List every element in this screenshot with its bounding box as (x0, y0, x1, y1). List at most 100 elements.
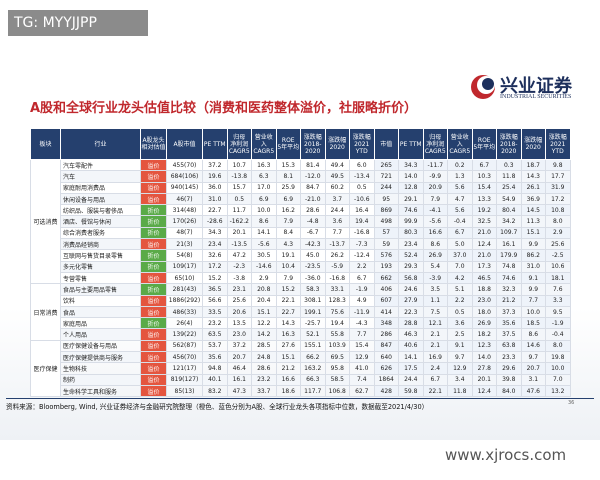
column-header: 涨跌幅 2018- 2020 (496, 128, 522, 160)
cell: 56.8 (398, 271, 424, 285)
cell: 16.3 (275, 328, 301, 341)
cell: 109.7 (496, 226, 522, 240)
cell: 99.9 (398, 215, 424, 228)
cell: 3.1 (520, 373, 546, 386)
cell: 74.6 (398, 204, 424, 217)
cell: 7.0 (447, 260, 473, 273)
cell: 20.7 (226, 351, 252, 364)
cell: 46.4 (226, 362, 252, 375)
cell: 18.1 (545, 271, 571, 285)
cell: 244 (373, 181, 399, 194)
cell: 23.3 (496, 351, 522, 364)
cell: 84.0 (496, 384, 522, 398)
cell: 14.3 (275, 317, 301, 330)
cell: 84.7 (300, 181, 326, 194)
cell: 7.7 (349, 328, 375, 341)
cell: -0.4 (447, 215, 473, 228)
column-header: 涨跌幅 2020 (324, 128, 350, 160)
column-header: 涨跌幅 2018- 2020 (300, 128, 326, 160)
cell: 33.7 (251, 384, 277, 398)
cell: 83.2 (202, 384, 228, 398)
cell: -13.8 (226, 170, 252, 183)
cell: 662 (373, 271, 399, 285)
cell: 117.7 (300, 384, 326, 398)
cell: 59 (373, 238, 399, 251)
cell: 63.5 (202, 328, 228, 341)
industry-cell: 酒店、餐馆与休闲 (60, 215, 141, 228)
cell: 26(4) (166, 317, 203, 330)
cell: 5.1 (447, 283, 473, 296)
cell: 15.7 (226, 181, 252, 194)
column-header: 板块 (30, 128, 61, 160)
cell: 14.5 (520, 204, 546, 217)
cell: 66.3 (300, 373, 326, 386)
cell: 15.4 (471, 181, 497, 194)
cell: 2.2 (349, 260, 375, 273)
valuation-tag: 溢价 (140, 271, 167, 285)
group-cell: 可选消费 (30, 158, 61, 285)
cell: 22.1 (422, 384, 448, 398)
table-row: 日常消费 食品与主要用品零售 折价 281(43) 36.5 23.1 20.8 15.2 58… (30, 283, 571, 341)
cell: -2.3 (226, 260, 252, 273)
logo: 兴业证券 INDUSTRIAL SECURITIES (470, 72, 595, 106)
cell: 9.7 (447, 351, 473, 364)
industry-cell: 生物科技 (60, 362, 141, 375)
cell: 16.6 (422, 226, 448, 240)
industry-cell: 饮料 (60, 294, 141, 307)
cell: 7.7 (520, 294, 546, 307)
cell: -3.9 (422, 271, 448, 285)
cell: 455(70) (166, 158, 203, 172)
cell: 10.0 (520, 305, 546, 319)
cell: 25.9 (275, 181, 301, 194)
cell: 85(13) (166, 384, 203, 398)
cell: 32.3 (496, 283, 522, 296)
cell: 12.8 (398, 181, 424, 194)
valuation-tag: 折价 (140, 226, 167, 240)
cell: 8.1 (275, 170, 301, 183)
cell: 23.2 (202, 317, 228, 330)
valuation-tag: 折价 (140, 260, 167, 273)
cell: 11.8 (496, 170, 522, 183)
cell: 5.4 (422, 260, 448, 273)
cell: 21.2 (496, 294, 522, 307)
cell: 26.9 (471, 317, 497, 330)
cell: 14.1 (251, 226, 277, 240)
cell: 58.3 (300, 283, 326, 296)
cell: 16.3 (251, 158, 277, 172)
table-row: 家庭用品 折价 26(4) 23.2 13.5 12.2 14.3 -25.7 19.4 -4.3… (31, 317, 571, 330)
cell: 29.3 (398, 260, 424, 273)
cell: 57 (373, 226, 399, 240)
cell: 47.3 (226, 384, 252, 398)
cell: 19.6 (202, 170, 228, 183)
cell: 33.1 (324, 283, 350, 296)
cell: 58.5 (324, 373, 350, 386)
cell: 95 (373, 192, 399, 206)
industry-cell: 休闲设备与用品 (60, 192, 141, 206)
cell: 23.4 (398, 238, 424, 251)
cell: 27.9 (398, 294, 424, 307)
cell: 103.9 (324, 339, 350, 353)
cell: 94.8 (202, 362, 228, 375)
cell: 32.6 (202, 249, 228, 262)
cell: 20.6 (226, 305, 252, 319)
cell: 9.5 (545, 305, 571, 319)
cell: 128.3 (324, 294, 350, 307)
column-header: A股市值 (166, 128, 203, 160)
cell: 6.7 (422, 373, 448, 386)
industry-cell: 专营零售 (60, 271, 141, 285)
cell: 11.3 (520, 215, 546, 228)
cell: 6.7 (447, 226, 473, 240)
industry-cell: 汽车 (60, 170, 141, 183)
cell: -12.4 (349, 249, 375, 262)
cell: 607 (373, 294, 399, 307)
cell: 8.0 (545, 339, 571, 353)
cell: 23.4 (202, 238, 228, 251)
cell: 163.2 (300, 362, 326, 375)
cell: 0.2 (447, 158, 473, 172)
cell: 16.1 (226, 373, 252, 386)
cell: 179.9 (496, 249, 522, 262)
cell: 34.3 (398, 158, 424, 172)
cell: 20.8 (251, 283, 277, 296)
cell: 18.8 (471, 283, 497, 296)
table-row: 医疗保健 医疗保健设备与用品 溢价 562(87) 53.7 37.2 28.5 27.6 15… (30, 339, 571, 398)
